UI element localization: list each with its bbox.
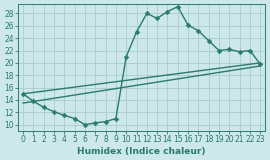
X-axis label: Humidex (Indice chaleur): Humidex (Indice chaleur)	[77, 147, 206, 156]
